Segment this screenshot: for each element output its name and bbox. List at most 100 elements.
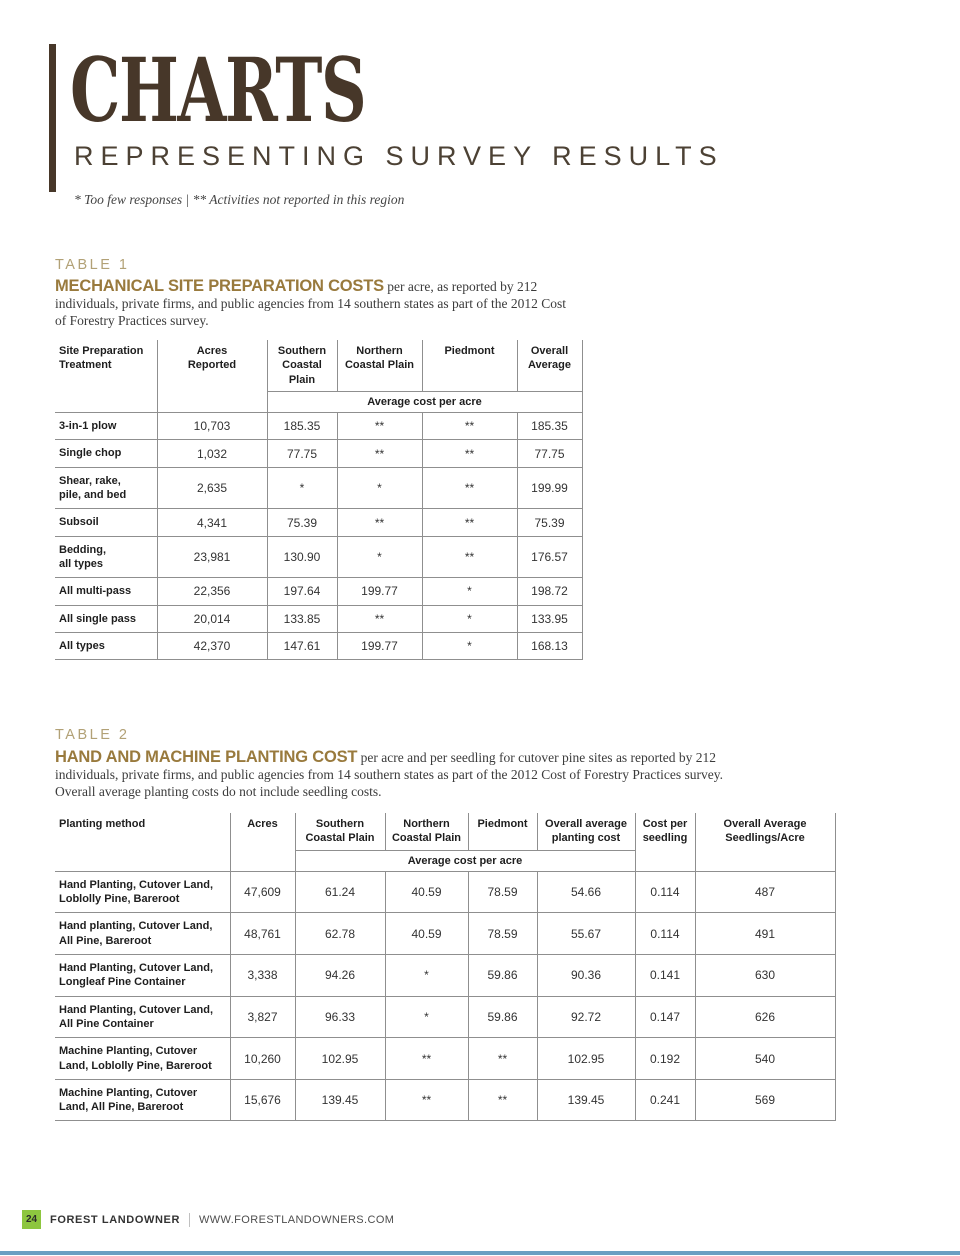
value-cell: 78.59	[467, 912, 538, 956]
value-cell: **	[421, 439, 518, 468]
value-cell: 199.77	[336, 577, 423, 606]
column-header: Southern Coastal Plain	[294, 813, 386, 851]
value-cell: 10,703	[156, 412, 268, 441]
table-row: Machine Planting, Cutover Land, All Pine…	[55, 1078, 836, 1122]
value-cell: 1,032	[156, 439, 268, 468]
table-row: Single chop 1,032 77.75 ** ** 77.75	[55, 439, 583, 468]
value-cell: *	[421, 604, 518, 633]
table-row: Hand Planting, Cutover Land, Loblolly Pi…	[55, 870, 836, 914]
value-cell: 0.147	[634, 995, 696, 1039]
value-cell: 199.77	[336, 631, 423, 661]
site-preparation-costs-table: Site Preparation Treatment Acres Reporte…	[55, 340, 583, 661]
value-cell: 54.66	[536, 870, 636, 914]
planting-cost-table: Planting method Acres Southern Coastal P…	[55, 813, 836, 1122]
table1-label: TABLE 1	[55, 257, 130, 273]
table1-heading: MECHANICAL SITE PREPARATION COSTS	[55, 277, 384, 295]
value-cell: **	[384, 1078, 469, 1122]
value-cell: 40.59	[384, 912, 469, 956]
row-label-cell: Single chop	[55, 439, 158, 468]
value-cell: 176.57	[516, 535, 583, 579]
value-cell: **	[336, 508, 423, 537]
column-header: Piedmont	[421, 340, 518, 392]
table2-label: TABLE 2	[55, 727, 130, 743]
value-cell: 59.86	[467, 954, 538, 997]
value-cell: 23,981	[156, 535, 268, 579]
subheader-cell: Average cost per acre	[295, 849, 636, 872]
column-header: Site Preparation Treatment	[55, 340, 158, 414]
value-cell: 62.78	[294, 912, 386, 956]
column-header: Overall Average	[516, 340, 583, 392]
value-cell: 77.75	[266, 439, 338, 468]
table-row: All single pass 20,014 133.85 ** * 133.95	[55, 604, 583, 633]
value-cell: 540	[694, 1037, 836, 1080]
table2-body: Hand Planting, Cutover Land, Loblolly Pi…	[55, 870, 836, 1122]
website-url: WWW.FORESTLANDOWNERS.COM	[198, 1213, 395, 1226]
value-cell: 199.99	[516, 466, 583, 510]
value-cell: **	[467, 1037, 538, 1080]
value-cell: 185.35	[266, 412, 338, 441]
value-cell: **	[421, 412, 518, 441]
value-cell: 20,014	[156, 604, 268, 633]
table2-heading: HAND AND MACHINE PLANTING COST	[55, 748, 358, 766]
value-cell: **	[336, 604, 423, 633]
value-cell: 94.26	[294, 954, 386, 997]
value-cell: 569	[694, 1078, 836, 1122]
value-cell: **	[467, 1078, 538, 1122]
value-cell: 0.241	[634, 1078, 696, 1122]
table1-description: MECHANICAL SITE PREPARATION COSTS per ac…	[55, 276, 579, 329]
column-header: Planting method	[55, 813, 231, 872]
value-cell: **	[421, 466, 518, 510]
value-cell: 22,356	[156, 577, 268, 606]
value-cell: 90.36	[536, 954, 636, 997]
table-row: Hand planting, Cutover Land, All Pine, B…	[55, 912, 836, 956]
row-label-cell: 3-in-1 plow	[55, 412, 158, 441]
value-cell: *	[421, 631, 518, 661]
table-row: Machine Planting, Cutover Land, Loblolly…	[55, 1037, 836, 1080]
value-cell: 2,635	[156, 466, 268, 510]
value-cell: 198.72	[516, 577, 583, 606]
value-cell: *	[384, 995, 469, 1039]
value-cell: **	[421, 508, 518, 537]
table2-description: HAND AND MACHINE PLANTING COST per acre …	[55, 747, 755, 800]
value-cell: 3,338	[229, 954, 296, 997]
column-header: Overall Average Seedlings/Acre	[694, 813, 836, 872]
value-cell: 168.13	[516, 631, 583, 661]
table-row: Bedding, all types 23,981 130.90 * ** 176.57	[55, 535, 583, 579]
value-cell: 48,761	[229, 912, 296, 956]
value-cell: *	[384, 954, 469, 997]
table1-body: 3-in-1 plow 10,703 185.35 ** ** 185.35 Single …	[55, 412, 583, 661]
row-label-cell: All single pass	[55, 604, 158, 633]
value-cell: 102.95	[536, 1037, 636, 1080]
value-cell: 133.85	[266, 604, 338, 633]
column-header: Cost per seedling	[634, 813, 696, 872]
table1-header: Site Preparation Treatment Acres Reporte…	[55, 340, 583, 414]
value-cell: *	[336, 535, 423, 579]
value-cell: 47,609	[229, 870, 296, 914]
value-cell: 185.35	[516, 412, 583, 441]
row-label-cell: Hand Planting, Cutover Land, Loblolly Pi…	[55, 870, 231, 914]
value-cell: 630	[694, 954, 836, 997]
row-label-cell: Hand planting, Cutover Land, All Pine, B…	[55, 912, 231, 956]
page-subtitle: REPRESENTING SURVEY RESULTS	[74, 141, 724, 171]
row-label-cell: Machine Planting, Cutover Land, All Pine…	[55, 1078, 231, 1122]
value-cell: 15,676	[229, 1078, 296, 1122]
row-label-cell: All multi-pass	[55, 577, 158, 606]
magazine-name: FOREST LANDOWNER	[50, 1213, 180, 1226]
value-cell: *	[336, 466, 423, 510]
table-row: All multi-pass 22,356 197.64 199.77 * 198.72	[55, 577, 583, 606]
value-cell: 491	[694, 912, 836, 956]
bottom-accent-line	[0, 1251, 960, 1255]
value-cell: 59.86	[467, 995, 538, 1039]
value-cell: 0.114	[634, 912, 696, 956]
value-cell: 133.95	[516, 604, 583, 633]
value-cell: 78.59	[467, 870, 538, 914]
value-cell: 40.59	[384, 870, 469, 914]
value-cell: 10,260	[229, 1037, 296, 1080]
value-cell: 197.64	[266, 577, 338, 606]
row-label-cell: Hand Planting, Cutover Land, All Pine Co…	[55, 995, 231, 1039]
table-row: Hand Planting, Cutover Land, All Pine Co…	[55, 995, 836, 1039]
column-header: Northern Coastal Plain	[336, 340, 423, 392]
value-cell: 0.141	[634, 954, 696, 997]
value-cell: 487	[694, 870, 836, 914]
